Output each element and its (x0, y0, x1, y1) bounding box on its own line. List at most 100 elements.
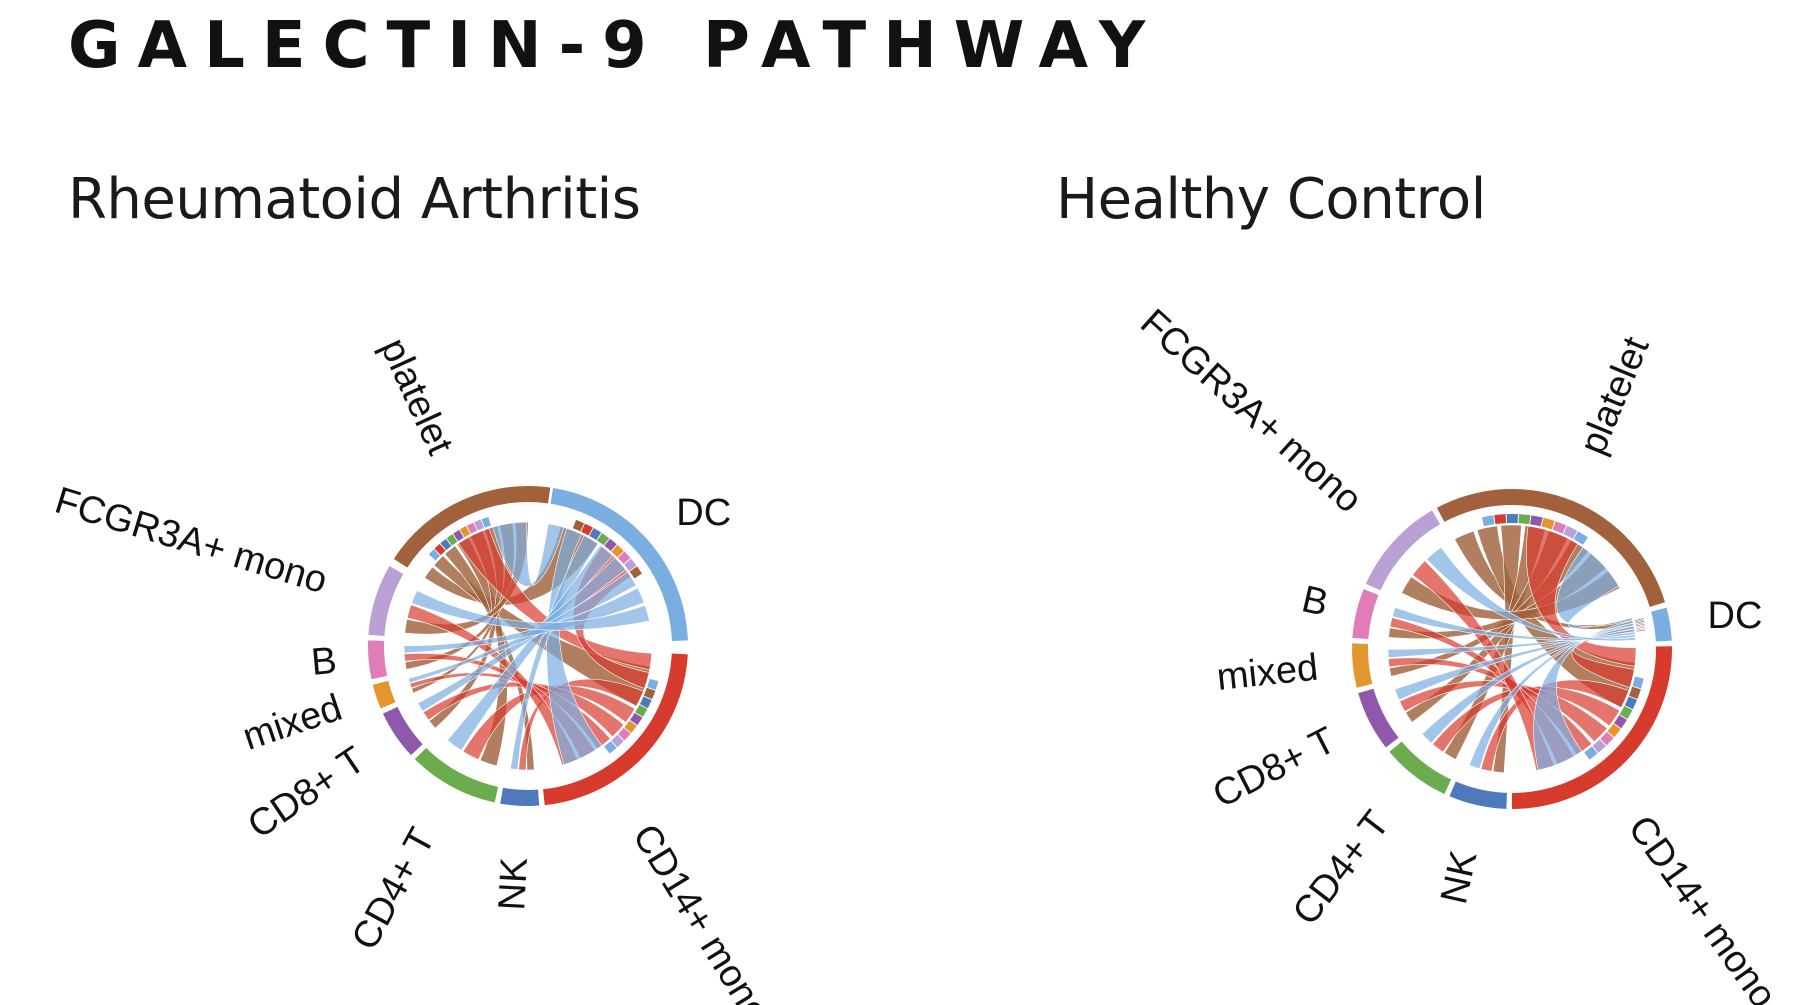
group-band-segment (604, 741, 617, 754)
group-band-segment (1624, 696, 1638, 710)
chord-dc-to-platelet (492, 521, 565, 587)
group-label-nk: NK (491, 857, 536, 912)
group-band-segment (1619, 706, 1633, 720)
group-label-fcgr3aplus-mono: FCGR3A+ mono (1132, 301, 1370, 521)
group-arc-cd14plus-mono (543, 653, 688, 806)
group-band-segment (639, 696, 652, 709)
group-band-segment (643, 687, 656, 700)
group-band-segment (1613, 715, 1627, 729)
group-band-segment (1635, 621, 1645, 624)
group-arc-platelet (1436, 488, 1666, 607)
chord-ribbons (1387, 524, 1637, 774)
group-band-segment (1494, 514, 1507, 525)
group-band-segment (446, 534, 458, 546)
group-band-segment (618, 551, 631, 564)
group-band-segment (1636, 626, 1646, 629)
group-arc-fcgr3aplus-mono (1365, 510, 1440, 591)
panel-title-rheumatoid-arthritis: Rheumatoid Arthritis (68, 167, 641, 232)
group-band-segment (1636, 628, 1646, 631)
chord-ribbons (403, 521, 653, 771)
group-band-segment (1632, 676, 1644, 689)
group-label-cd8plus-t: CD8+ T (1206, 719, 1342, 816)
group-arcs (1351, 488, 1672, 809)
group-arc-mixed (1351, 643, 1373, 688)
group-label-cd14plus-mono: CD14+ mono (1620, 808, 1785, 1005)
group-arc-nk (500, 787, 540, 806)
group-band-segment (1573, 531, 1588, 545)
group-band-segment (440, 538, 452, 551)
group-label-b: B (309, 640, 338, 684)
chord-cd14plus-mono-to-cd4plus-t (1432, 686, 1621, 753)
group-band-segment (1563, 525, 1578, 539)
group-arc-mixed (372, 680, 396, 709)
group-band-segment (611, 734, 624, 748)
group-label-mixed: mixed (1215, 647, 1320, 699)
group-band-segment (428, 549, 441, 561)
group-band-segment (1481, 515, 1495, 527)
group-band-segment (589, 528, 602, 541)
group-band-segment (1629, 686, 1641, 700)
slide-title: GALECTIN-9 PATHWAY (68, 9, 1163, 83)
group-arc-b (367, 640, 388, 680)
group-band-segment (629, 566, 642, 579)
group-band-segment (1635, 622, 1645, 625)
group-band-segment (1530, 515, 1543, 527)
chord-dc-to-platelet (1556, 546, 1633, 629)
group-arc-b (1352, 589, 1379, 639)
group-band-segment (1636, 629, 1646, 632)
group-band-segment (604, 538, 617, 552)
group-label-nk: NK (1433, 847, 1485, 908)
group-band-segment (611, 544, 624, 558)
group-label-b: B (1298, 578, 1332, 625)
chord-cd14plus-mono-to-cd8plus-t (422, 681, 625, 738)
group-band-segment (1592, 739, 1606, 753)
group-band-segment (1506, 514, 1519, 524)
group-band-segment (647, 678, 659, 690)
group-band-segment (453, 529, 464, 542)
chord-platelet-to-fcgr3aplus-mono (404, 521, 529, 635)
group-arc-dc (1651, 607, 1672, 642)
group-arcs (367, 485, 688, 806)
group-band-segment (572, 519, 585, 532)
group-band-segment (459, 526, 471, 538)
group-band-segment (597, 533, 610, 546)
group-band-segment (1635, 623, 1645, 627)
group-band-segment (1634, 619, 1644, 623)
chord-dc-to-fcgr3aplus-mono (411, 590, 650, 631)
group-arc-cd4plus-t (414, 747, 499, 803)
chord-dc-to-fcgr3aplus-mono (1426, 546, 1637, 642)
group-arc-cd4plus-t (1389, 741, 1452, 795)
group-band-segment (624, 558, 637, 571)
group-arc-platelet (393, 485, 551, 568)
group-band-segment (1541, 517, 1555, 530)
group-band-segment (635, 704, 648, 717)
group-band-segment (474, 519, 484, 531)
group-band-segment (481, 516, 491, 528)
group-band-segment (581, 523, 593, 536)
group-band-segment (1636, 625, 1646, 628)
group-band-segment (1584, 746, 1598, 760)
group-label-platelet: platelet (1572, 331, 1658, 461)
group-band-segment (466, 522, 477, 534)
group-band-segment (1600, 731, 1614, 746)
group-band-segment (1607, 723, 1621, 738)
group-label-cd4plus-t: CD4+ T (1285, 803, 1398, 933)
group-band-segment (618, 727, 631, 741)
panel-title-healthy-control: Healthy Control (1056, 167, 1486, 232)
group-arc-dc (550, 487, 688, 641)
group-arc-nk (1449, 781, 1507, 809)
group-band-segment (434, 543, 446, 556)
group-label-dc: DC (676, 492, 731, 534)
group-label-dc: DC (1708, 595, 1763, 637)
group-band-segment (1634, 618, 1644, 621)
group-arc-cd8plus-t (382, 706, 423, 756)
chord-dc-to-cd14plus-mono (1533, 620, 1634, 771)
chord-cd14plus-mono-to-platelet (1526, 525, 1637, 667)
group-arc-cd8plus-t (1358, 688, 1399, 748)
group-band-segment (630, 712, 643, 726)
group-band-segment (1552, 521, 1567, 534)
group-band-segment (1518, 514, 1531, 525)
group-arc-fcgr3aplus-mono (368, 566, 404, 636)
